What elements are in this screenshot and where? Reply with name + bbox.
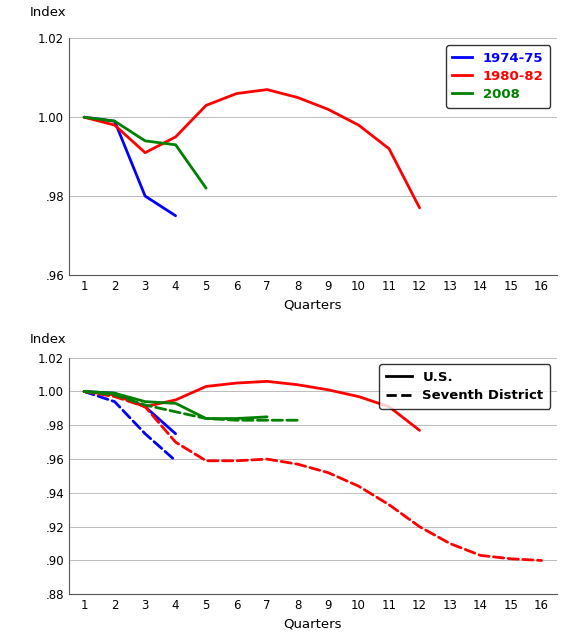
Text: Index: Index xyxy=(30,333,67,346)
X-axis label: Quarters: Quarters xyxy=(284,298,342,311)
Text: Index: Index xyxy=(30,6,67,19)
X-axis label: Quarters: Quarters xyxy=(284,618,342,631)
Legend: 1974-75, 1980-82, 2008: 1974-75, 1980-82, 2008 xyxy=(446,45,550,108)
Legend: U.S., Seventh District: U.S., Seventh District xyxy=(379,364,550,409)
